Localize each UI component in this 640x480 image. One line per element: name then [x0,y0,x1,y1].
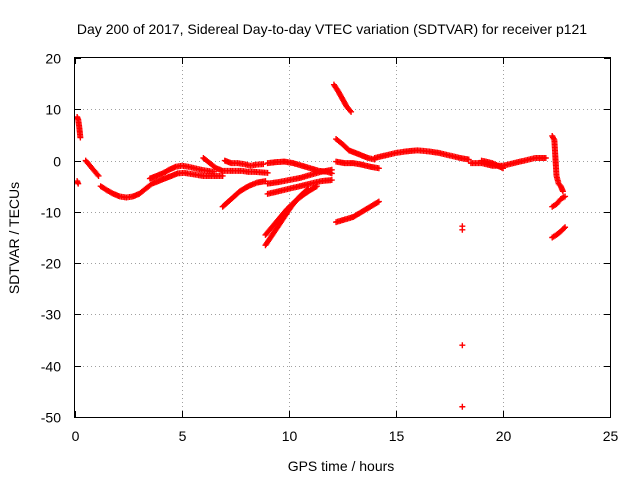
data-point [328,177,335,184]
series-arc-5 [221,157,267,169]
series-arc-20 [549,193,569,210]
data-point [346,107,353,114]
series-arc-16 [371,147,472,163]
series-arc-1 [82,157,102,179]
x-tick-label: 20 [496,428,512,444]
y-tick-label: -50 [41,410,61,426]
data-point [459,342,466,349]
data-point [328,166,335,173]
series-arc-11 [262,183,320,238]
series-arc-18 [478,157,506,172]
data-point [77,134,84,141]
y-tick-label: -40 [41,359,61,375]
series-arc-3 [146,162,218,182]
data-point [312,183,319,190]
data-point [219,172,226,179]
data-point [375,165,382,172]
data-point [559,188,566,195]
x-tick-label: 25 [603,428,619,444]
x-tick-label: 10 [282,428,298,444]
series-arc-8 [264,166,335,187]
series-arc-6 [219,178,269,210]
y-tick-label: 20 [45,51,61,67]
data-point [542,155,549,162]
series-arc-15 [333,198,382,226]
data-point [465,156,472,163]
data-point [313,183,320,190]
chart-title: Day 200 of 2017, Sidereal Day-to-day VTE… [77,21,587,37]
data-point [264,169,271,176]
data-point [459,403,466,410]
series-arc-21 [549,224,569,241]
data-point [348,108,355,115]
series-arc-14 [333,158,382,172]
y-tick-label: -30 [41,307,61,323]
y-axis-label: SDTVAR / TECUs [6,182,22,294]
series-arc-4 [200,155,271,176]
series-arc-19 [549,132,566,195]
data-point [374,199,381,206]
series-arc-13 [333,136,378,163]
data-point [562,193,569,200]
data-point [211,168,218,175]
series-arc-12 [330,81,355,115]
series-arc-9 [264,177,335,197]
x-tick-label: 0 [72,428,80,444]
data-point [560,225,567,232]
x-tick-label: 15 [389,428,405,444]
plot-frame [74,57,611,418]
data-point [500,165,506,172]
y-tick-label: -20 [41,256,61,272]
series-arc-early-high [74,113,84,141]
y-tick-label: 10 [45,102,61,118]
y-tick-label: 0 [53,154,61,170]
data-point [562,224,569,231]
series-arc-2 [97,169,226,201]
data-point [94,171,101,178]
series-outliers [459,223,466,410]
data-point [95,172,102,179]
series-arc-early-low [74,178,82,187]
data-point [75,180,82,187]
y-tick-label: -10 [41,205,61,221]
data-point [459,226,466,233]
x-tick-label: 5 [179,428,187,444]
data-point [375,198,382,205]
x-axis-label: GPS time / hours [288,458,395,474]
data-point [260,161,267,168]
